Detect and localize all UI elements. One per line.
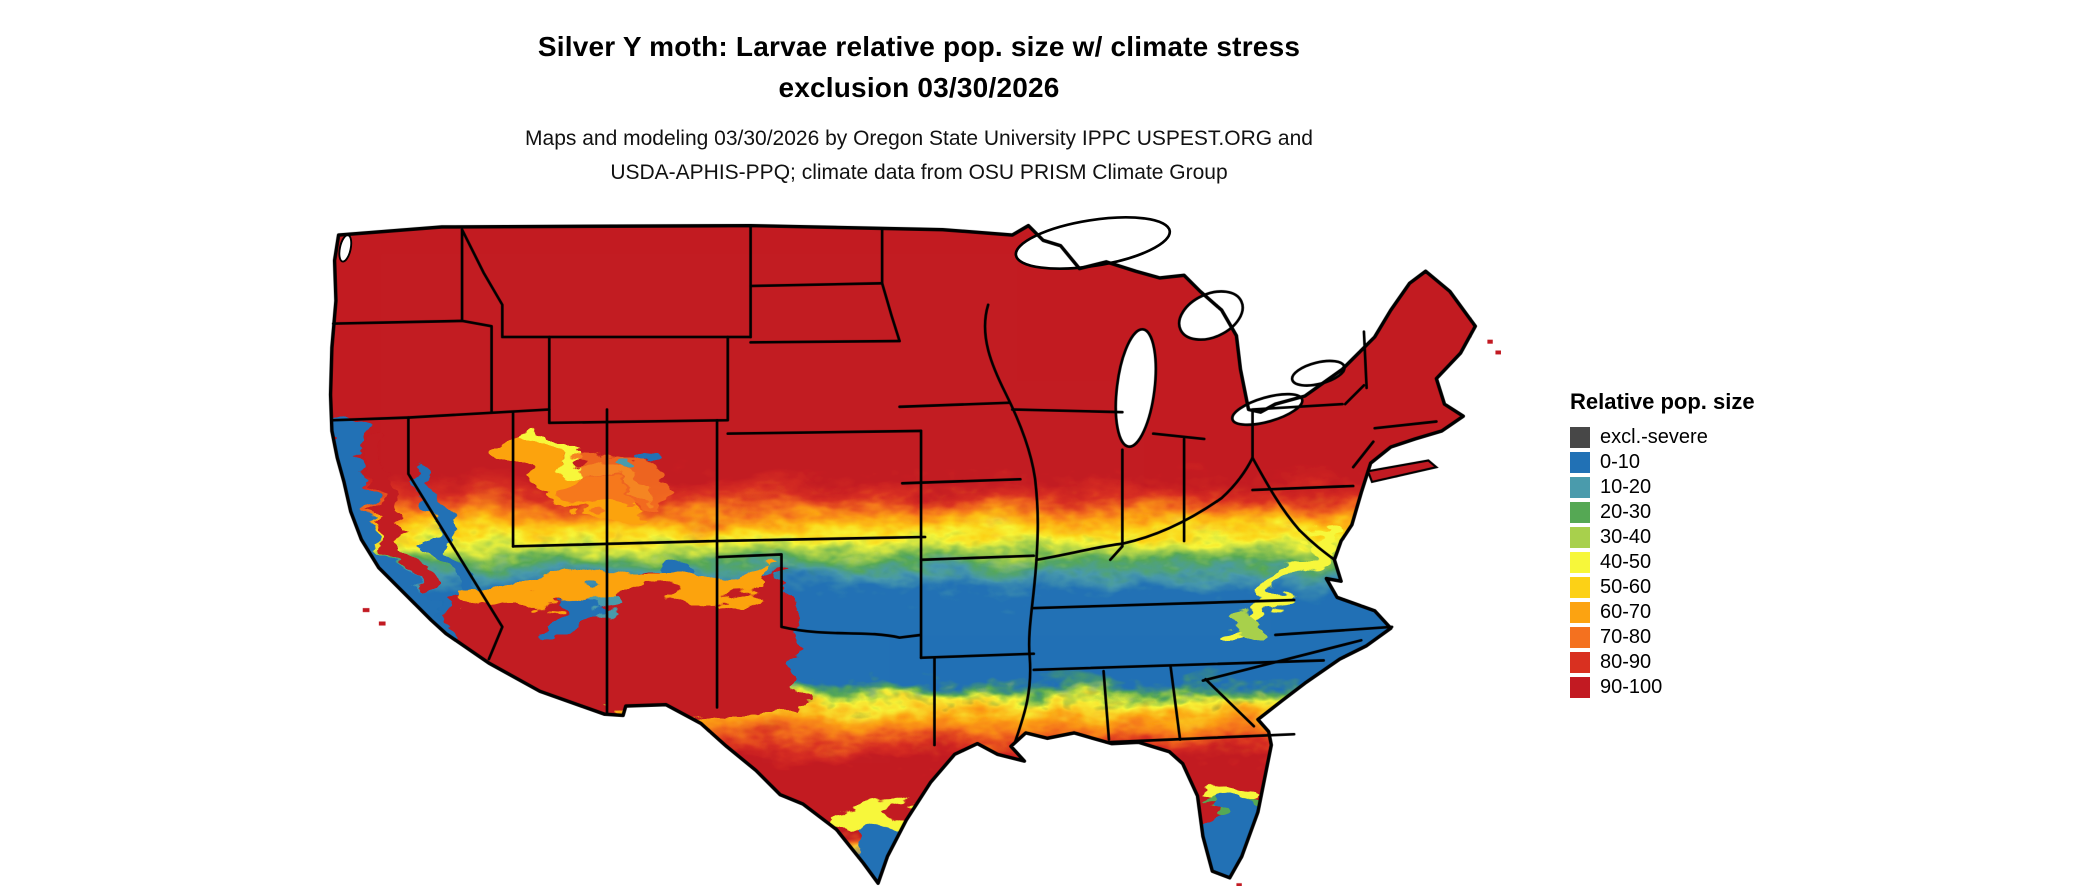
legend-item: 30-40 xyxy=(1570,526,1830,548)
figure-subtitle: Maps and modeling 03/30/2026 by Oregon S… xyxy=(0,122,1838,190)
island-specks xyxy=(362,339,1501,886)
legend-item: 80-90 xyxy=(1570,651,1830,673)
legend-item-label: 60-70 xyxy=(1600,601,1652,623)
legend-swatch xyxy=(1570,577,1590,598)
long-island xyxy=(1366,459,1439,484)
legend-swatch xyxy=(1570,452,1590,473)
figure-title-line1: Silver Y moth: Larvae relative pop. size… xyxy=(537,31,1301,62)
legend-swatch xyxy=(1570,502,1590,523)
population-raster xyxy=(330,225,1476,884)
legend: Relative pop. size excl.-severe 0-10 10-20… xyxy=(1570,389,1830,702)
legend-item: excl.-severe xyxy=(1570,426,1830,448)
legend-swatch xyxy=(1570,477,1590,498)
lake-huron xyxy=(1177,290,1245,341)
legend-item-label: 90-100 xyxy=(1600,676,1663,698)
legend-item-label: 80-90 xyxy=(1600,651,1652,673)
state-borders xyxy=(331,224,1438,747)
figure-subtitle-line1: Maps and modeling 03/30/2026 by Oregon S… xyxy=(525,127,1313,150)
legend-swatch xyxy=(1570,527,1590,548)
legend-item: 20-30 xyxy=(1570,501,1830,523)
legend-item-label: 70-80 xyxy=(1600,626,1652,648)
legend-item: 60-70 xyxy=(1570,601,1830,623)
legend-items: excl.-severe 0-10 10-20 20-30 30-40 40-50 50-6… xyxy=(1570,426,1830,698)
legend-item: 50-60 xyxy=(1570,576,1830,598)
us-outline xyxy=(328,223,1478,885)
lake-superior xyxy=(1014,216,1172,270)
legend-item-label: 10-20 xyxy=(1600,476,1652,498)
legend-item: 70-80 xyxy=(1570,626,1830,648)
legend-item: 10-20 xyxy=(1570,476,1830,498)
us-map-svg xyxy=(328,216,1501,886)
figure-header: Silver Y moth: Larvae relative pop. size… xyxy=(0,26,1838,190)
legend-swatch xyxy=(1570,652,1590,673)
legend-item-label: 40-50 xyxy=(1600,551,1652,573)
lake-michigan xyxy=(1114,327,1158,448)
legend-item: 90-100 xyxy=(1570,676,1830,698)
legend-swatch xyxy=(1570,427,1590,448)
us-map xyxy=(301,208,1529,886)
legend-title: Relative pop. size xyxy=(1570,389,1755,414)
legend-item-label: 20-30 xyxy=(1600,501,1652,523)
great-lakes xyxy=(338,216,1346,448)
legend-swatch xyxy=(1570,677,1590,698)
legend-item-label: 0-10 xyxy=(1600,451,1641,473)
legend-item: 40-50 xyxy=(1570,551,1830,573)
figure-title-line2: exclusion 03/30/2026 xyxy=(778,72,1060,103)
figure-subtitle-line2: USDA-APHIS-PPQ; climate data from OSU PR… xyxy=(610,161,1228,184)
legend-swatch xyxy=(1570,602,1590,623)
legend-item-label: 30-40 xyxy=(1600,526,1652,548)
legend-swatch xyxy=(1570,627,1590,648)
legend-item-label: excl.-severe xyxy=(1600,426,1708,448)
legend-swatch xyxy=(1570,552,1590,573)
legend-item-label: 50-60 xyxy=(1600,576,1652,598)
legend-item: 0-10 xyxy=(1570,451,1830,473)
